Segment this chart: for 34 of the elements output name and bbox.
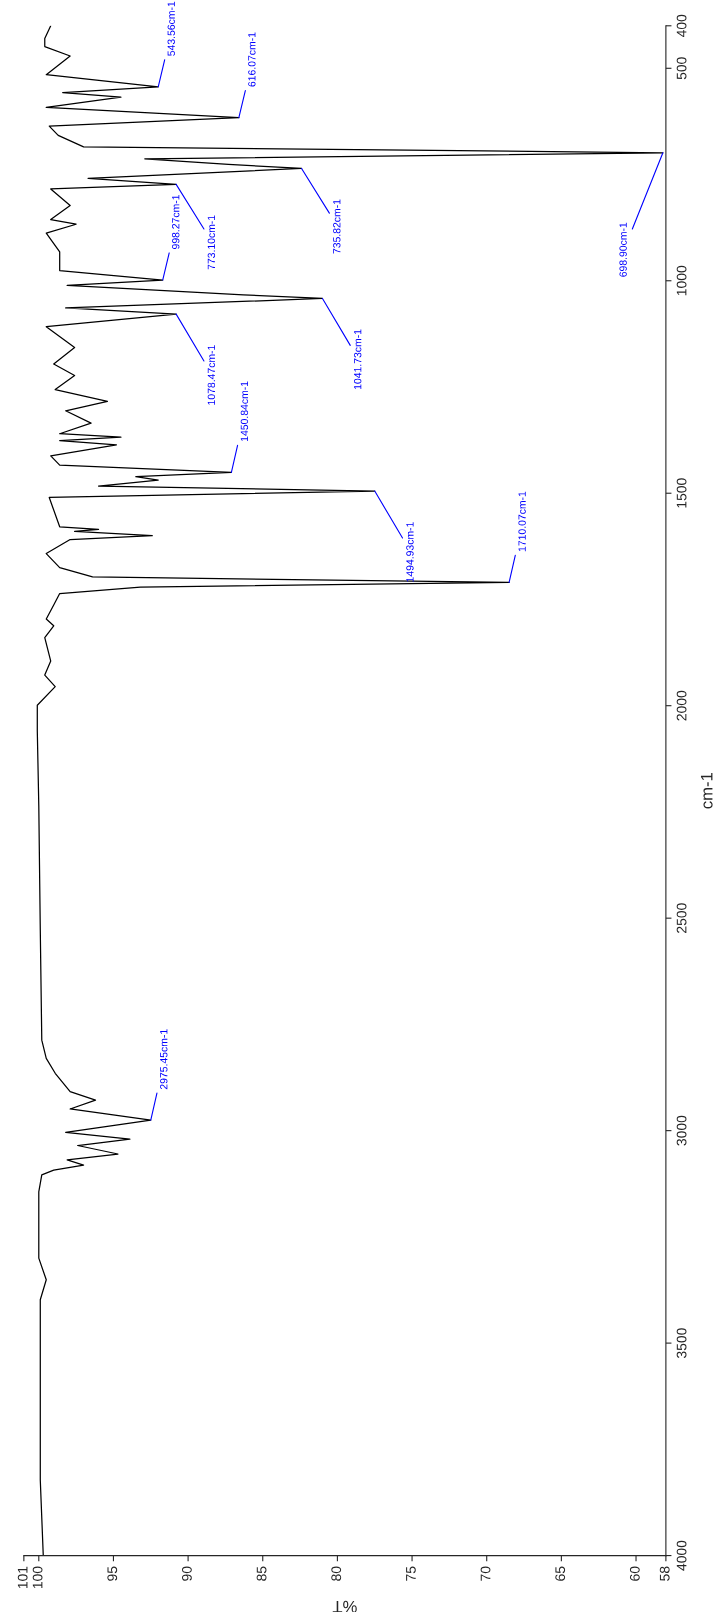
x-tick-label: 65 <box>555 1566 566 1581</box>
annotation: 1710.07cm-1 <box>518 491 526 552</box>
x-tick-label: 100 <box>32 1566 43 1589</box>
y-tick-label: 500 <box>676 57 687 80</box>
annotation: 1450.84cm-1 <box>240 381 249 441</box>
annotation: 998.27cm-1 <box>172 194 180 249</box>
y-tick-label: 2500 <box>676 903 687 933</box>
y-tick-label: 3000 <box>676 1115 687 1146</box>
y-tick-label: 2000 <box>676 690 687 721</box>
x-tick-label: 95 <box>107 1566 118 1581</box>
y-tick-label: 1000 <box>676 265 687 296</box>
annotation: 773.10cm-1 <box>207 215 216 270</box>
y-tick-label: 3500 <box>676 1328 687 1359</box>
y-tick-label: 400 <box>676 14 687 38</box>
x-tick-label: 85 <box>256 1566 267 1581</box>
x-tick-label: 101 <box>17 1566 28 1589</box>
annotation: 1041.73cm-1 <box>354 329 362 390</box>
x-tick-label: 70 <box>480 1566 491 1581</box>
annotation: 1078.47cm-1 <box>207 345 216 405</box>
annotation: 616.07cm-1 <box>248 32 256 87</box>
annotation: 2975.45cm-1 <box>160 1029 168 1090</box>
annotation: 735.82cm-1 <box>333 199 341 254</box>
x-tick-label: 90 <box>181 1566 192 1581</box>
annotation: 543.56cm-1 <box>167 1 175 56</box>
y-axis-title: cm-1 <box>700 772 713 809</box>
x-axis-title: %T <box>332 1600 357 1612</box>
x-tick-label: 75 <box>406 1566 416 1581</box>
y-tick-label: 1500 <box>676 478 687 508</box>
y-tick-label: 4000 <box>676 1540 687 1571</box>
x-tick-label: 58 <box>659 1566 670 1581</box>
annotation: 698.90cm-1 <box>619 222 627 277</box>
x-tick-label: 60 <box>629 1566 640 1581</box>
annotation: 1494.93cm-1 <box>406 522 414 582</box>
x-tick-label: 80 <box>331 1566 342 1581</box>
